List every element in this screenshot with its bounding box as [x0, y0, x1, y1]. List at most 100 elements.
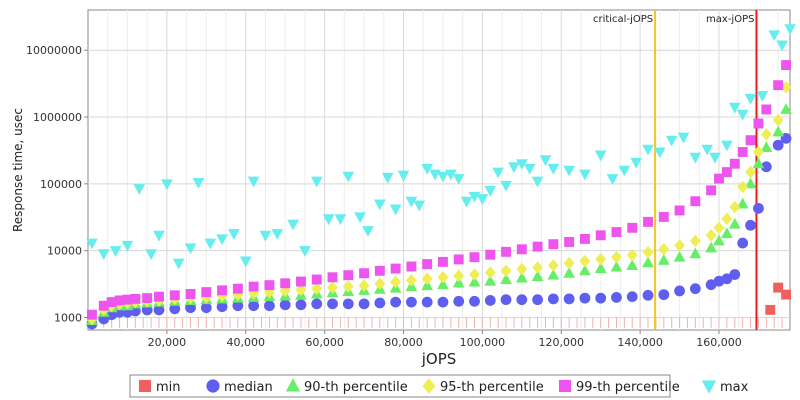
data-point [728, 102, 741, 114]
data-point [579, 264, 591, 276]
data-point [114, 295, 125, 306]
data-point [689, 247, 702, 259]
data-point [264, 280, 275, 291]
data-point [773, 80, 784, 91]
data-point [421, 296, 433, 308]
data-point [501, 246, 511, 257]
data-point [714, 173, 724, 184]
data-point [709, 152, 721, 164]
data-point [547, 259, 559, 272]
data-point [706, 185, 717, 196]
data-point [452, 174, 465, 185]
data-point [232, 300, 244, 312]
legend-swatch [138, 379, 152, 393]
data-point [154, 291, 164, 302]
data-point [579, 254, 591, 268]
data-point [216, 301, 228, 313]
axes: 20,000 40,000 60,000 80,000 100,000 120,000 14… [26, 44, 742, 349]
data-point [539, 155, 552, 166]
data-point [453, 269, 465, 283]
data-point [548, 239, 559, 250]
data-point [595, 252, 607, 266]
data-point [753, 118, 764, 129]
data-point [705, 241, 717, 253]
data-point [354, 212, 366, 224]
data-point [606, 174, 619, 185]
data-point [192, 177, 205, 189]
data-point [579, 233, 590, 244]
series-min [765, 282, 792, 315]
data-point [342, 171, 355, 183]
data-point [500, 264, 512, 278]
data-point [228, 229, 240, 240]
data-point [248, 300, 260, 312]
data-points [86, 24, 796, 330]
data-point [515, 159, 528, 171]
data-point [98, 300, 109, 311]
data-point [674, 285, 685, 297]
data-point [381, 172, 394, 184]
data-point [248, 281, 259, 292]
data-point [358, 279, 370, 292]
data-point [201, 287, 212, 298]
data-point [765, 304, 776, 315]
data-point [523, 163, 536, 175]
data-point [642, 289, 654, 301]
data-point [476, 194, 489, 205]
data-point [500, 294, 512, 306]
y-axis-title: Response time, usec [11, 108, 25, 232]
data-point [299, 246, 311, 257]
data-point [484, 274, 497, 286]
data-point [626, 291, 638, 303]
legend-swatch [558, 379, 572, 393]
data-point [484, 266, 496, 279]
data-point [760, 128, 772, 141]
data-point [745, 135, 756, 146]
legend-label: max [720, 380, 749, 395]
data-point [736, 109, 749, 121]
data-point [106, 297, 117, 308]
data-point [677, 132, 690, 144]
data-point [247, 176, 260, 188]
vertical-markers: critical-jOPS max-jOPS [593, 10, 758, 330]
data-point [311, 282, 323, 295]
data-point [373, 199, 386, 211]
data-point [594, 262, 607, 274]
data-point [342, 280, 354, 293]
x-tick-label: 20,000 [148, 336, 187, 349]
data-point [729, 200, 741, 214]
data-point [761, 104, 772, 115]
data-point [469, 268, 480, 281]
data-point [701, 144, 714, 156]
data-point [153, 230, 165, 242]
data-point [437, 278, 449, 290]
data-point [532, 241, 543, 252]
data-point [322, 214, 335, 226]
legend-box [129, 374, 671, 398]
x-tick-label: 140,000 [617, 336, 663, 349]
data-point [437, 296, 449, 308]
x-tick-label: 80,000 [384, 336, 423, 349]
x-tick-label: 100,000 [460, 336, 506, 349]
data-point [161, 179, 173, 191]
data-point [437, 270, 449, 284]
data-point [721, 273, 733, 285]
legend-item: 99-th percentile [558, 379, 680, 395]
legend-label: 90-th percentile [304, 380, 408, 395]
x-tick-label: 60,000 [305, 336, 344, 349]
data-point [133, 184, 146, 195]
data-point [492, 167, 505, 179]
data-point [422, 259, 433, 270]
data-point [374, 297, 386, 309]
data-point [343, 270, 354, 281]
data-point [547, 268, 560, 280]
data-point [358, 298, 370, 310]
data-point [756, 91, 769, 102]
data-point [737, 147, 748, 157]
legend-swatch [285, 378, 301, 392]
data-point [362, 226, 374, 237]
data-point [287, 219, 299, 231]
series-99-th-percentile [86, 60, 792, 320]
data-point [627, 222, 638, 233]
